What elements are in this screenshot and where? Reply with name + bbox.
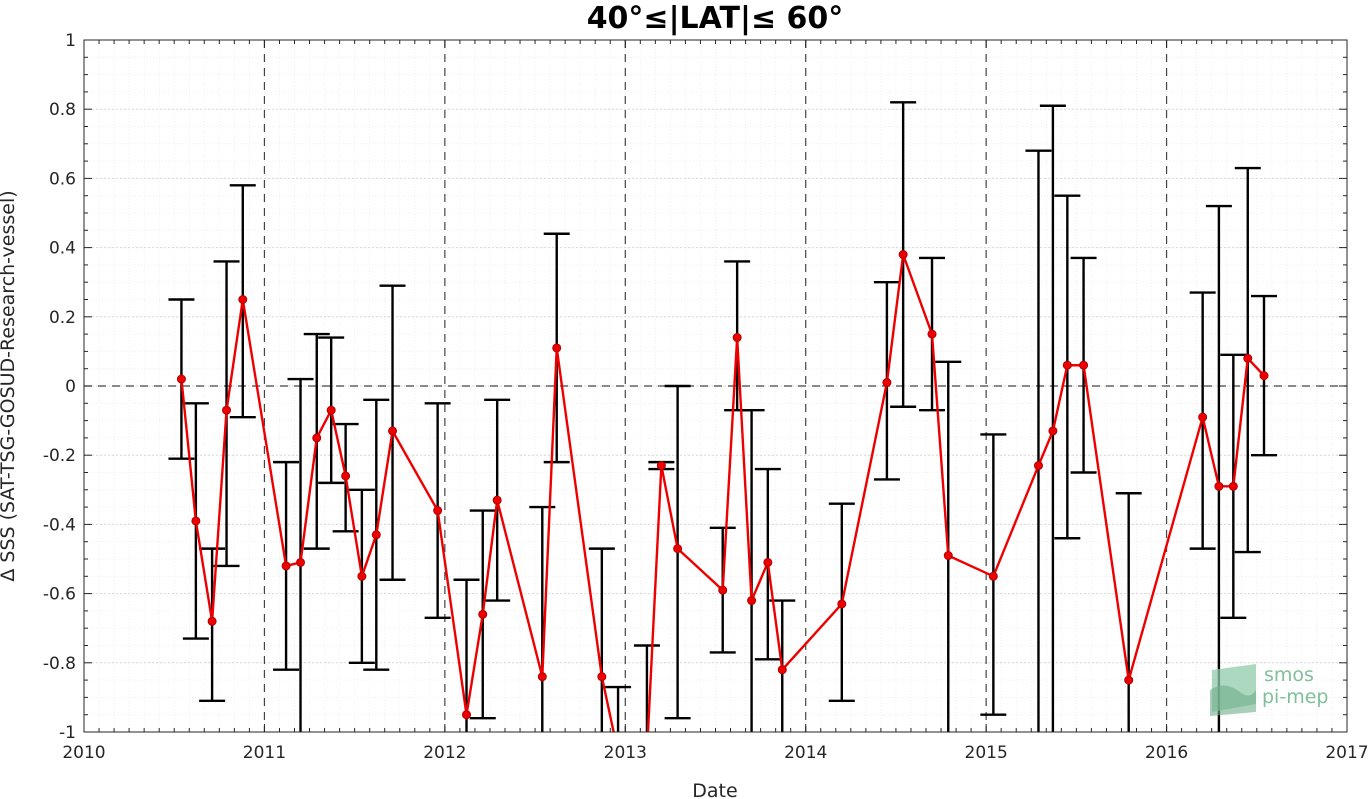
data-point [1259,371,1269,381]
data-point [388,426,398,436]
y-axis-label: Δ SSS (SAT-TSG-GOSUD-Research-vessel) [0,190,19,581]
x-tick-label: 2011 [243,743,286,763]
data-point [281,561,291,571]
data-point [1062,360,1072,370]
data-point [673,544,683,554]
error-bar [1039,104,1066,732]
y-tick-label: -0.8 [43,654,76,674]
y-tick-labels: -1 -0.8 -0.6 -0.4 -0.2 0 0.2 0.4 0.6 0.8 1 [43,31,76,743]
data-point [718,585,728,595]
data-point [747,596,757,606]
data-point [462,710,472,720]
data-point [732,333,742,343]
error-bar [1115,492,1142,732]
error-bar [529,505,556,732]
data-point [1214,481,1224,491]
smos-pi-mep-logo: smos pi-mep [1210,664,1328,716]
error-bar [605,685,632,732]
x-tick-label: 2017 [1325,743,1368,763]
data-point [326,405,336,415]
y-tick-label: -1 [59,723,76,743]
error-bar [633,644,660,732]
data-point [988,571,998,581]
error-bar [1205,204,1232,732]
data-point [222,405,232,415]
data-point [357,571,367,581]
data-point [371,530,381,540]
data-point [1228,481,1238,491]
data-point [207,616,217,626]
y-tick-label: -0.4 [43,515,76,535]
x-tick-label: 2014 [784,743,827,763]
error-bar [738,409,765,732]
data-point [492,495,502,505]
data-point [597,672,607,682]
data-point [176,374,186,384]
data-point [943,551,953,561]
data-point [763,557,773,567]
y-tick-label: -0.6 [43,585,76,605]
chart-title: 40°≤|LAT|≤ 60° [587,1,844,36]
data-point [1243,353,1253,363]
data-point [537,672,547,682]
error-bar [588,547,615,732]
axis-ticks [83,39,1348,733]
x-tick-label: 2016 [1145,743,1188,763]
data-point [1124,675,1134,685]
logo-wave [1210,685,1256,716]
data-point [1033,461,1043,471]
data-point [433,506,443,516]
data-point [478,609,488,619]
data-point [777,665,787,675]
data-point [1048,426,1058,436]
data-point [927,329,937,339]
error-bar [1025,149,1052,732]
data-point [341,471,351,481]
x-tick-label: 2012 [423,743,466,763]
y-tick-label: 0.6 [49,169,76,189]
logo-text-pimep: pi-mep [1262,686,1328,708]
x-tick-label: 2010 [62,743,105,763]
data-point [191,516,201,526]
data-point [312,433,322,443]
y-tick-label: 0.8 [49,100,76,120]
x-axis-label: Date [692,780,737,799]
y-tick-label: 0.4 [49,239,76,259]
y-tick-label: -0.2 [43,446,76,466]
data-series [176,250,1269,732]
x-tick-label: 2015 [965,743,1008,763]
data-point [1079,360,1089,370]
x-tick-label: 2013 [604,743,647,763]
data-point [837,599,847,609]
data-point [882,378,892,388]
data-point [898,250,908,260]
data-point [1198,412,1208,422]
y-tick-label: 0 [65,377,76,397]
data-point [296,557,306,567]
y-tick-label: 0.2 [49,308,76,328]
x-tick-labels: 2010 2011 2012 2013 2014 2015 2016 2017 [62,743,1368,763]
logo-text-smos: smos [1264,664,1314,686]
data-point [238,295,248,304]
y-tick-label: 1 [65,31,76,51]
data-point [552,343,562,353]
data-point [656,461,666,471]
